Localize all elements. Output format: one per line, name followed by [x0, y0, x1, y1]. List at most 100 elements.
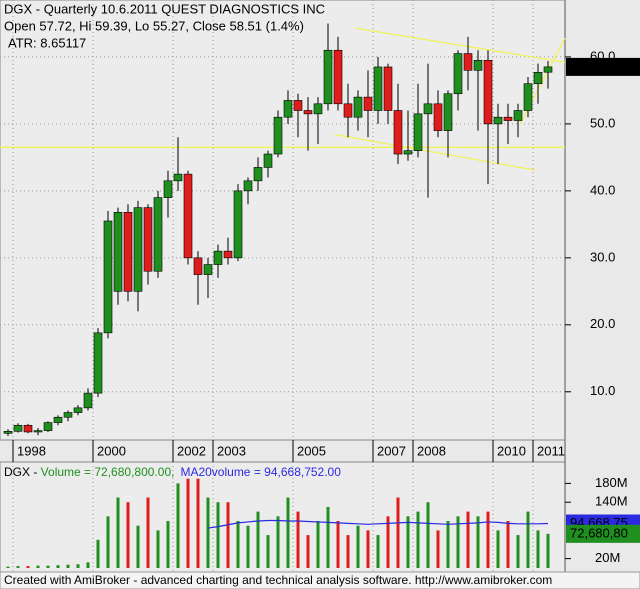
candle-body: [83, 392, 93, 409]
y-tick-label: 20M: [595, 550, 620, 565]
volume-bar: [106, 516, 110, 568]
volume-bar: [216, 502, 220, 568]
volume-bar: [36, 565, 40, 568]
candle-body: [313, 103, 323, 115]
candle-body: [523, 83, 533, 111]
x-tick-label: 2003: [217, 443, 246, 458]
y-tick-label: 180M: [595, 475, 628, 490]
volume-bar: [496, 530, 500, 568]
volume-bar: [116, 497, 120, 568]
candle-body: [273, 116, 283, 155]
volume-bar: [276, 516, 280, 568]
candle-body: [223, 250, 233, 259]
candle-body: [383, 66, 393, 111]
volume-value-label-box: [566, 524, 640, 543]
y-tick-label: 40.0: [590, 182, 615, 197]
candle-body: [243, 180, 253, 192]
candle-body: [153, 197, 163, 272]
candle-body: [513, 110, 523, 121]
volume-bar: [386, 516, 390, 568]
x-tick-label: 1998: [17, 443, 46, 458]
ma-line: [207, 519, 549, 529]
volume-bar: [506, 521, 510, 568]
candle-body: [193, 257, 203, 275]
volume-bar: [176, 483, 180, 568]
volume-bar: [316, 521, 320, 568]
candle-body: [263, 153, 273, 168]
volume-bar: [136, 525, 140, 568]
y-tick-label: 30.0: [590, 249, 615, 264]
volume-bar: [156, 530, 160, 568]
volume-bar: [86, 562, 90, 568]
volume-bar: [186, 478, 190, 568]
volume-bar: [466, 511, 470, 568]
candle-body: [493, 116, 503, 125]
volume-bar: [46, 565, 50, 568]
candle-body: [113, 211, 123, 292]
volume-bar: [356, 525, 360, 568]
trendline: [354, 27, 566, 63]
candle-body: [213, 250, 223, 265]
y-tick-label: 140M: [595, 494, 628, 509]
candle-body: [353, 96, 363, 118]
volume-bar: [56, 565, 60, 568]
volume-bar: [336, 521, 340, 568]
volume-bar: [366, 530, 370, 568]
candle-body: [443, 93, 453, 131]
candle-body: [3, 430, 13, 434]
candle-body: [393, 110, 403, 155]
candle-body: [343, 103, 353, 118]
candle-body: [413, 113, 423, 151]
volume-bar: [346, 535, 350, 568]
candle-body: [303, 110, 313, 115]
x-tick-label: 2000: [97, 443, 126, 458]
volume-bar: [76, 564, 80, 568]
footer-bar: [0, 571, 640, 589]
volume-bar: [226, 502, 230, 568]
candle-body: [43, 422, 53, 431]
candle-body: [473, 59, 483, 71]
volume-bar: [146, 497, 150, 568]
candle-body: [333, 49, 343, 105]
candle-body: [133, 207, 143, 292]
volume-bar: [436, 530, 440, 568]
x-tick-label: 2008: [417, 443, 446, 458]
candle-body: [453, 53, 463, 95]
legend-entry: Volume = 72,680,800.00,: [41, 465, 175, 479]
volume-bar: [526, 511, 530, 568]
candle-body: [93, 332, 103, 394]
y-tick-label: 50.0: [590, 115, 615, 130]
candle-body: [33, 430, 43, 433]
volume-bar: [166, 521, 170, 568]
volume-bar: [26, 566, 30, 568]
volume-bar: [376, 535, 380, 568]
candle-body: [373, 66, 383, 111]
candle-body: [233, 190, 243, 259]
x-tick-label: 2007: [377, 443, 406, 458]
y-tick-label: 10.0: [590, 383, 615, 398]
volume-bar: [456, 516, 460, 568]
candle-body: [463, 53, 473, 71]
volume-bar: [516, 535, 520, 568]
legend-entry: MA20volume = 94,668,752.00: [180, 465, 341, 479]
last-price-label-box: [566, 57, 640, 76]
trendline: [334, 133, 536, 171]
volume-bar: [536, 530, 540, 568]
chart-title: DGX - Quarterly 10.6.2011 QUEST DIAGNOST…: [4, 1, 325, 16]
candle-body: [73, 407, 83, 413]
volume-bar: [546, 533, 550, 568]
volume-bar: [96, 539, 100, 568]
y-tick-label: 20.0: [590, 316, 615, 331]
volume-bar: [486, 511, 490, 568]
candle-body: [143, 207, 153, 272]
volume-bar: [296, 511, 300, 568]
volume-bar: [126, 502, 130, 568]
candle-body: [103, 220, 113, 334]
volume-bar: [6, 566, 10, 568]
volume-bar: [406, 516, 410, 568]
last-price-label: 58.51: [570, 58, 603, 73]
volume-bar: [206, 497, 210, 568]
candle-body: [503, 116, 513, 121]
